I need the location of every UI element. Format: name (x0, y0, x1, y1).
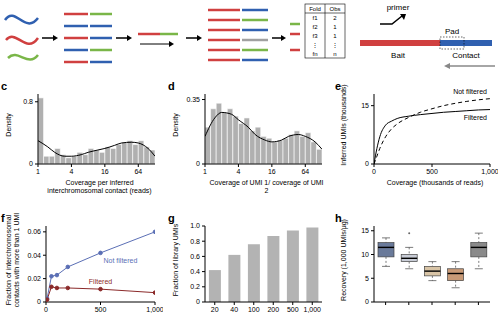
svg-text:f3: f3 (312, 33, 318, 39)
svg-text:100: 100 (248, 306, 260, 313)
svg-text:0: 0 (196, 160, 200, 167)
svg-text:1,000: 1,000 (481, 168, 498, 175)
svg-text:1,000: 1,000 (146, 306, 163, 313)
svg-text:500: 500 (287, 306, 299, 313)
svg-text:Filtered: Filtered (464, 114, 487, 121)
html-text:Density: Density (172, 113, 179, 137)
svg-text:1: 1 (203, 168, 207, 175)
svg-text:⋮: ⋮ (332, 42, 338, 48)
svg-text:primer: primer (387, 3, 410, 12)
svg-text:0.6: 0.6 (190, 253, 200, 260)
svg-text:fn: fn (312, 51, 317, 57)
svg-text:64: 64 (301, 168, 309, 175)
svg-text:15: 15 (361, 102, 369, 109)
html-text:Fraction of library UMIs: Fraction of library UMIs (172, 223, 179, 297)
svg-text:10: 10 (361, 251, 369, 258)
svg-text:0: 0 (44, 306, 48, 313)
svg-text:f1: f1 (312, 15, 318, 21)
svg-text:1.0: 1.0 (190, 222, 200, 229)
html-text:Coverage (thousands of reads): Coverage (thousands of reads) (386, 179, 484, 186)
svg-text:15: 15 (361, 227, 369, 234)
svg-text:4: 4 (236, 168, 240, 175)
svg-text:0: 0 (37, 298, 41, 305)
svg-text:16: 16 (101, 168, 109, 175)
svg-text:⋮: ⋮ (312, 42, 318, 48)
svg-text:0.2: 0.2 (190, 283, 200, 290)
svg-text:16: 16 (268, 168, 276, 175)
svg-text:0.02: 0.02 (27, 275, 41, 282)
svg-text:0: 0 (29, 160, 33, 167)
svg-text:0: 0 (372, 168, 376, 175)
svg-text:Filtered: Filtered (89, 278, 112, 285)
svg-text:5: 5 (365, 275, 369, 282)
svg-text:Not filtered: Not filtered (104, 257, 138, 264)
svg-text:0.06: 0.06 (27, 228, 41, 235)
svg-text:n: n (333, 51, 336, 57)
svg-text:0.8: 0.8 (23, 98, 33, 105)
html-text:Coverage of UMI 1/ coverage of: Coverage of UMI 1/ coverage of UMI 2 (209, 179, 324, 194)
svg-text:40: 40 (230, 306, 238, 313)
svg-text:200: 200 (267, 306, 279, 313)
html-text:Inferred UMIs (thousands): Inferred UMIs (thousands) (340, 84, 347, 166)
svg-text:0: 0 (365, 298, 369, 305)
svg-text:Obs: Obs (329, 6, 340, 12)
html-text:Recovery (1,000 UMIs/μg): Recovery (1,000 UMIs/μg) (340, 219, 347, 301)
svg-text:0: 0 (365, 160, 369, 167)
svg-text:Bait: Bait (391, 51, 406, 60)
svg-text:1: 1 (333, 24, 337, 30)
svg-text:1: 1 (333, 33, 337, 39)
html-text:c: c (1, 80, 8, 92)
svg-text:1: 1 (36, 168, 40, 175)
svg-text:0.8: 0.8 (190, 238, 200, 245)
svg-text:500: 500 (95, 306, 107, 313)
html-text:Density: Density (5, 113, 12, 137)
svg-text:Fold: Fold (309, 6, 321, 12)
svg-text:2: 2 (333, 15, 337, 21)
svg-text:4: 4 (69, 168, 73, 175)
html-text:d: d (168, 80, 175, 92)
svg-text:20: 20 (211, 306, 219, 313)
html-text:g: g (168, 212, 175, 224)
svg-text:Not filtered: Not filtered (453, 88, 487, 95)
svg-text:64: 64 (134, 168, 142, 175)
svg-text:f2: f2 (312, 24, 318, 30)
html-text:e: e (335, 80, 342, 92)
html-text:Fraction of interchromosomal c: Fraction of interchromosomal contacts wi… (5, 212, 20, 308)
html-text:h: h (335, 212, 342, 224)
html-text:f: f (1, 212, 5, 224)
svg-text:Pad: Pad (445, 27, 459, 36)
svg-text:Contact: Contact (452, 51, 480, 60)
svg-text:0.04: 0.04 (27, 252, 41, 259)
svg-text:0.4: 0.4 (190, 268, 200, 275)
svg-text:0.35: 0.35 (186, 96, 200, 103)
svg-text:1,000: 1,000 (303, 306, 321, 313)
svg-text:500: 500 (426, 168, 438, 175)
html-text:Coverage per inferred interchr: Coverage per inferred interchromosomal c… (47, 179, 152, 194)
svg-text:0: 0 (196, 298, 200, 305)
